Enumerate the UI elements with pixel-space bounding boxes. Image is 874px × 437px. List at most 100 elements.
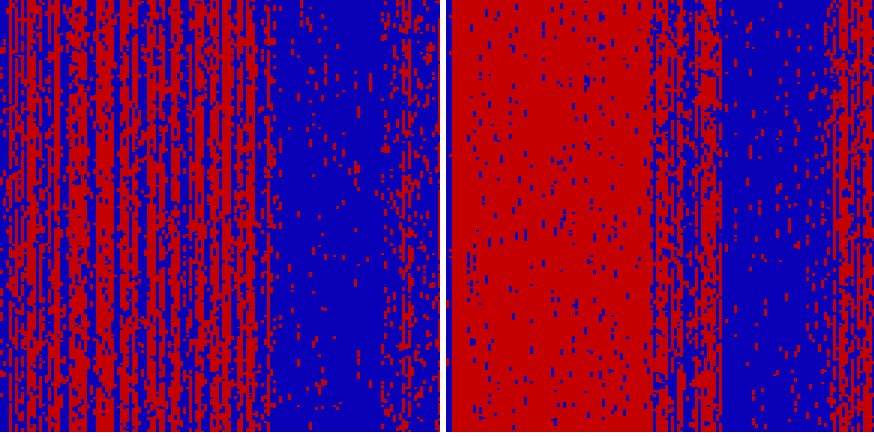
- heatmap-cell: [396, 372, 399, 376]
- heatmap-cell: [0, 248, 3, 251]
- heatmap-cell: [93, 409, 96, 415]
- heatmap-cell: [66, 108, 69, 111]
- heatmap-cell: [438, 61, 440, 64]
- heatmap-column: [581, 0, 584, 432]
- heatmap-cell: [270, 273, 273, 278]
- heatmap-cell: [81, 80, 84, 84]
- heatmap-cell: [12, 151, 15, 157]
- heatmap-cell: [812, 91, 815, 99]
- heatmap-cell: [686, 321, 689, 326]
- heatmap-cell: [470, 280, 473, 287]
- heatmap-cell: [48, 63, 51, 70]
- heatmap-cell: [207, 18, 210, 25]
- heatmap-cell: [222, 114, 225, 117]
- heatmap-cell: [399, 360, 402, 363]
- heatmap-cell: [45, 144, 48, 148]
- heatmap-cell: [384, 356, 387, 358]
- heatmap-cell: [716, 99, 719, 107]
- heatmap-cell: [72, 288, 75, 290]
- heatmap-cell: [297, 55, 300, 58]
- heatmap-cell: [698, 360, 701, 367]
- heatmap-cell: [417, 351, 420, 354]
- heatmap-cell: [192, 162, 195, 164]
- heatmap-column: [770, 0, 773, 432]
- heatmap-cell: [237, 389, 240, 391]
- heatmap-cell: [135, 302, 138, 308]
- heatmap-cell: [674, 247, 677, 250]
- heatmap-cell: [201, 266, 204, 271]
- heatmap-cell: [183, 280, 186, 288]
- heatmap-cell: [249, 394, 252, 396]
- heatmap-cell: [75, 274, 78, 281]
- heatmap-cell: [183, 262, 186, 266]
- heatmap-cell: [815, 321, 818, 323]
- heatmap-cell: [51, 132, 54, 134]
- heatmap-column: [722, 0, 725, 432]
- heatmap-cell: [833, 3, 836, 7]
- heatmap-cell: [51, 277, 54, 285]
- heatmap-cell: [542, 194, 545, 197]
- heatmap-cell: [602, 57, 605, 61]
- heatmap-column: [755, 0, 758, 432]
- heatmap-cell: [381, 98, 384, 101]
- heatmap-cell: [420, 52, 423, 54]
- heatmap-cell: [300, 0, 303, 8]
- heatmap-cell: [189, 151, 192, 156]
- heatmap-cell: [9, 208, 12, 216]
- heatmap-cell: [258, 370, 261, 373]
- heatmap-cell: [420, 171, 423, 178]
- heatmap-cell: [336, 44, 339, 49]
- heatmap-cell: [710, 51, 713, 58]
- heatmap-cell: [854, 232, 857, 239]
- heatmap-cell: [659, 297, 662, 301]
- heatmap-cell: [357, 109, 360, 113]
- heatmap-column: [794, 0, 797, 432]
- heatmap-cell: [467, 327, 470, 333]
- heatmap-cell: [827, 231, 830, 237]
- heatmap-column: [740, 0, 743, 432]
- heatmap-cell: [683, 37, 686, 45]
- heatmap-cell: [402, 94, 405, 102]
- heatmap-cell: [18, 399, 21, 403]
- heatmap-cell: [132, 386, 135, 389]
- heatmap-cell: [833, 363, 836, 365]
- heatmap-cell: [680, 152, 683, 157]
- heatmap-cell: [246, 244, 249, 251]
- heatmap-cell: [210, 289, 213, 295]
- heatmap-cell: [725, 244, 728, 252]
- heatmap-cell: [321, 95, 324, 101]
- heatmap-column: [527, 0, 530, 432]
- heatmap-cell: [255, 345, 258, 351]
- heatmap-cell: [479, 78, 482, 80]
- heatmap-cell: [671, 405, 674, 407]
- heatmap-cell: [497, 388, 500, 390]
- heatmap-cell: [42, 412, 45, 414]
- heatmap-cell: [602, 265, 605, 270]
- heatmap-cell: [237, 333, 240, 336]
- heatmap-cell: [81, 399, 84, 405]
- heatmap-cell: [602, 399, 605, 407]
- heatmap-cell: [665, 249, 668, 257]
- heatmap-cell: [201, 387, 204, 394]
- heatmap-cell: [656, 310, 659, 316]
- heatmap-cell: [15, 381, 18, 383]
- heatmap-cell: [390, 169, 393, 171]
- heatmap-cell: [252, 2, 255, 5]
- heatmap-column: [608, 0, 611, 432]
- heatmap-cell: [201, 371, 204, 373]
- heatmap-cell: [806, 215, 809, 223]
- heatmap-cell: [84, 352, 87, 356]
- heatmap-cell: [3, 47, 6, 53]
- heatmap-cell: [860, 401, 863, 407]
- heatmap-cell: [674, 349, 677, 357]
- heatmap-cell: [141, 344, 144, 348]
- heatmap-cell: [6, 108, 9, 110]
- heatmap-cell: [866, 314, 869, 322]
- heatmap-cell: [393, 140, 396, 143]
- heatmap-cell: [764, 309, 767, 315]
- heatmap-cell: [51, 406, 54, 412]
- heatmap-cell: [171, 141, 174, 143]
- heatmap-cell: [381, 381, 384, 384]
- heatmap-cell: [78, 117, 81, 119]
- heatmap-cell: [426, 53, 429, 56]
